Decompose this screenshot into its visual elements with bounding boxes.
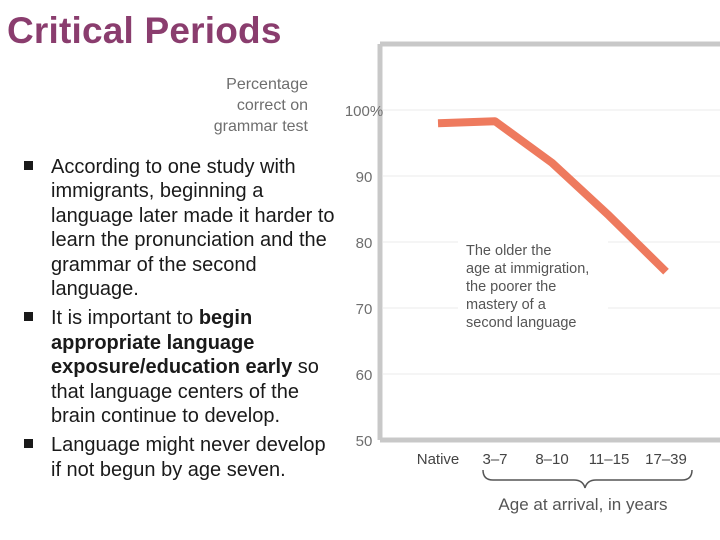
y-axis-label: Percentage correct on grammar test xyxy=(214,76,309,135)
bullet-square-icon xyxy=(24,439,33,449)
x-tick-label: 3–7 xyxy=(482,451,507,468)
x-tick-label: 11–15 xyxy=(589,451,630,468)
bullet-text: Language might never develop if not begu… xyxy=(51,434,326,481)
y-axis-label-line: correct on xyxy=(237,97,308,114)
bullet-text-bold: begin appropriate language exposure/educ… xyxy=(51,307,293,379)
y-tick-label: 60 xyxy=(356,367,373,384)
bullet-text: It is important to xyxy=(51,307,199,330)
bullet-square-icon xyxy=(24,312,33,322)
x-axis: Native 3–7 8–10 11–15 17–39 xyxy=(417,451,687,468)
bullet-list: According to one study with immigrants, … xyxy=(22,155,340,487)
annotation: The older the age at immigration, the poor… xyxy=(458,238,608,338)
y-axis-label-line: grammar test xyxy=(214,118,309,135)
bullet-text: so that language centers of the brain co… xyxy=(51,356,319,428)
series-group xyxy=(437,117,669,275)
annotation-line: the poorer the xyxy=(466,279,556,295)
y-tick-label: 90 xyxy=(356,169,373,186)
bullet-item: It is important to begin appropriate lan… xyxy=(22,306,340,428)
x-axis-brace xyxy=(482,469,693,489)
bullet-square-icon xyxy=(24,161,33,170)
x-axis-label: Age at arrival, in years xyxy=(498,495,667,514)
bullet-text: According to one study with immigrants, … xyxy=(51,156,335,301)
bullet-item: According to one study with immigrants, … xyxy=(22,155,340,301)
slide-title: Critical Periods xyxy=(7,10,282,51)
annotation-line: mastery of a xyxy=(466,297,547,313)
x-tick-label: 17–39 xyxy=(645,451,687,468)
x-tick-label: 8–10 xyxy=(535,451,568,468)
y-axis-label-line: Percentage xyxy=(226,76,308,93)
annotation-line: age at immigration, xyxy=(466,261,589,277)
bullet-item: Language might never develop if not begu… xyxy=(22,433,340,482)
y-axis: 100% 90 80 70 60 50 xyxy=(345,103,383,450)
y-tick-label: 70 xyxy=(356,301,373,318)
y-tick-label: 50 xyxy=(356,433,373,450)
y-tick-label: 80 xyxy=(356,235,373,252)
y-tick-label: 100% xyxy=(345,103,383,120)
brace-shape xyxy=(482,469,693,489)
annotation-line: second language xyxy=(466,315,576,331)
x-tick-label: Native xyxy=(417,451,460,468)
annotation-line: The older the xyxy=(466,243,551,259)
annotation-background xyxy=(458,238,608,338)
